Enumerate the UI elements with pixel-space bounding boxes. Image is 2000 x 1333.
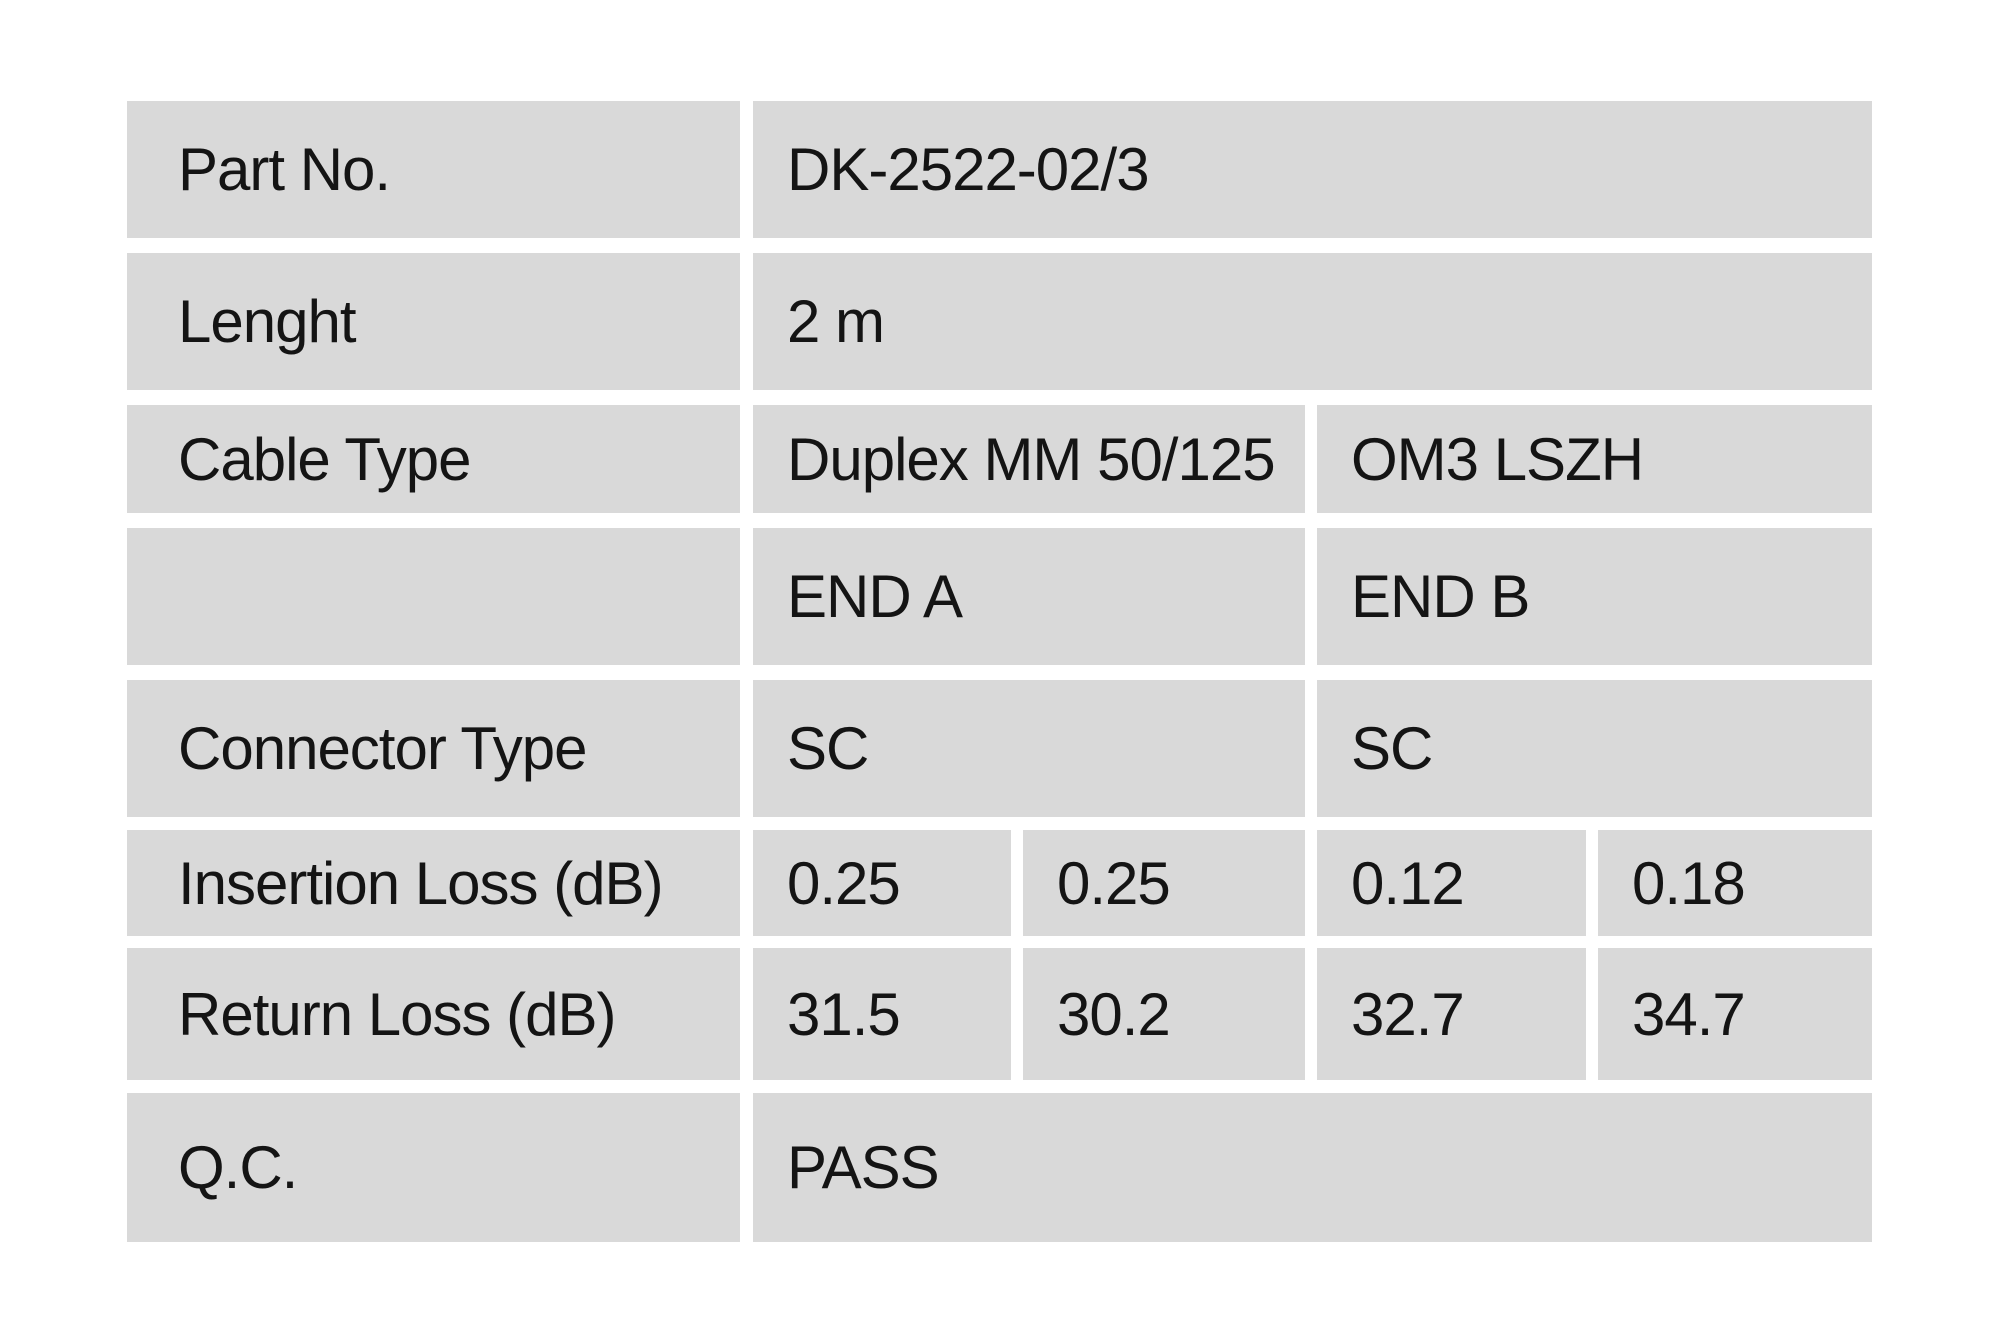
return-loss-end-a-1-cell: 31.5: [753, 948, 1011, 1080]
spec-table: Part No. DK-2522-02/3 Lenght 2 m Cable T…: [127, 101, 1872, 1242]
connector-type-end-a-cell: SC: [753, 680, 1305, 817]
insertion-loss-end-a-1-cell: 0.25: [753, 830, 1011, 936]
end-b-header-cell: END B: [1317, 528, 1872, 665]
end-a-header-cell: END A: [753, 528, 1305, 665]
connector-type-label-cell: Connector Type: [127, 680, 740, 817]
insertion-loss-end-b-1-cell: 0.12: [1317, 830, 1586, 936]
length-label-cell: Lenght: [127, 253, 740, 390]
insertion-loss-label-cell: Insertion Loss (dB): [127, 830, 740, 936]
empty-label-cell: [127, 528, 740, 665]
qc-value-cell: PASS: [753, 1093, 1872, 1242]
return-loss-end-b-1-cell: 32.7: [1317, 948, 1586, 1080]
cable-type-value-cell-2: OM3 LSZH: [1317, 405, 1872, 513]
insertion-loss-end-a-2-cell: 0.25: [1023, 830, 1305, 936]
qc-label-cell: Q.C.: [127, 1093, 740, 1242]
length-value-cell: 2 m: [753, 253, 1872, 390]
return-loss-label-cell: Return Loss (dB): [127, 948, 740, 1080]
cable-type-value-cell-1: Duplex MM 50/125: [753, 405, 1305, 513]
return-loss-end-b-2-cell: 34.7: [1598, 948, 1872, 1080]
connector-type-end-b-cell: SC: [1317, 680, 1872, 817]
part-no-label-cell: Part No.: [127, 101, 740, 238]
insertion-loss-end-b-2-cell: 0.18: [1598, 830, 1872, 936]
cable-type-label-cell: Cable Type: [127, 405, 740, 513]
part-no-value-cell: DK-2522-02/3: [753, 101, 1872, 238]
return-loss-end-a-2-cell: 30.2: [1023, 948, 1305, 1080]
